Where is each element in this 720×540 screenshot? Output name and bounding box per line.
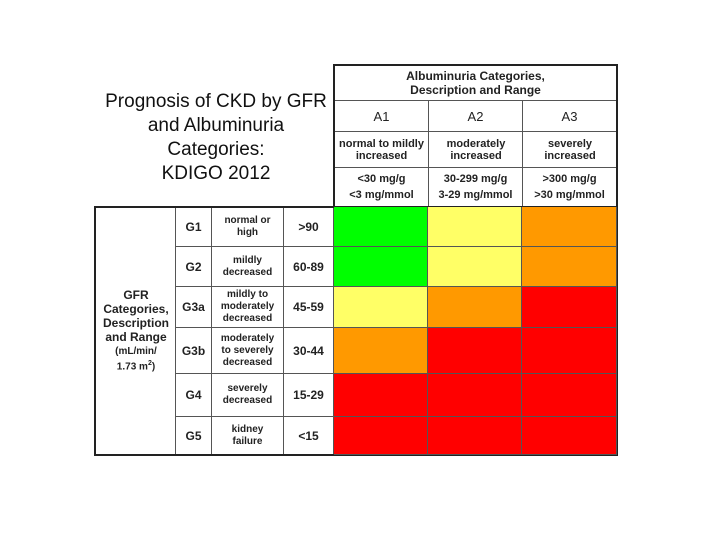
gfr-range-g3b: 30-44 bbox=[293, 343, 324, 358]
gfr-desc-g4-line-2: decreased bbox=[222, 395, 273, 406]
albuminuria-desc-a1: normal to mildly increased bbox=[339, 137, 424, 162]
risk-cell-g4-a3 bbox=[522, 374, 617, 417]
gfr-desc-g3b-line-2: to severely bbox=[221, 344, 274, 356]
gfr-header-line-3: Description bbox=[102, 316, 169, 331]
albuminuria-desc-a3: severely increased bbox=[544, 137, 596, 162]
albuminuria-range-a2: 30-299 mg/g 3-29 mg/mmol bbox=[429, 168, 522, 206]
albuminuria-range-a3: >300 mg/g >30 mg/mmol bbox=[523, 168, 616, 206]
gfr-range-g2: 60-89 bbox=[293, 259, 324, 274]
risk-cell-g1-a2 bbox=[428, 207, 522, 247]
gfr-code-g4: G4 bbox=[185, 388, 202, 402]
risk-cell-g3a-a2 bbox=[428, 287, 522, 328]
gfr-desc-g3a-line-3: decreased bbox=[222, 313, 273, 324]
gfr-range-g1: >90 bbox=[298, 220, 319, 234]
risk-cell-g2-a1 bbox=[334, 247, 428, 287]
gfr-units-value: 1.73 m bbox=[116, 361, 148, 373]
albuminuria-range-a2-line-1: 30-299 mg/g bbox=[443, 173, 508, 185]
gfr-range-g3a: 45-59 bbox=[293, 300, 324, 314]
gfr-units-line-1: (mL/min/ bbox=[115, 346, 157, 358]
risk-cell-g3a-a3 bbox=[522, 287, 617, 328]
gfr-desc-g3a-line-1: mildly to bbox=[226, 289, 269, 300]
gfr-desc-g2: mildly decreased bbox=[212, 247, 283, 286]
risk-cell-g3b-a3 bbox=[522, 328, 617, 374]
title-line-2: and Albuminuria bbox=[147, 115, 285, 136]
gfr-desc-g3b: moderately to severely decreased bbox=[212, 328, 283, 373]
gfr-desc-g4-line-1: severely bbox=[227, 383, 268, 394]
gfr-desc-g3b-line-1: moderately bbox=[220, 332, 275, 344]
gfr-desc-g5-line-1: kidney bbox=[231, 423, 264, 435]
gfr-header: GFR Categories, Description and Range (m… bbox=[96, 208, 176, 454]
gfr-code-g3b: G3b bbox=[181, 343, 206, 358]
albuminuria-range-a1-line-2: <3 mg/mmol bbox=[349, 189, 414, 201]
albuminuria-range-a1: <30 mg/g <3 mg/mmol bbox=[335, 168, 428, 206]
risk-cell-g1-a3 bbox=[522, 207, 617, 247]
albuminuria-range-a3-line-2: >30 mg/mmol bbox=[534, 189, 605, 201]
gfr-desc-g5-line-2: failure bbox=[232, 435, 263, 447]
gfr-header-line-4: and Range bbox=[105, 330, 167, 345]
gfr-desc-g1-line-1: normal or bbox=[224, 215, 271, 226]
gfr-desc-g1: normal or high bbox=[212, 208, 283, 246]
albuminuria-header-title: Albuminuria Categories, Description and … bbox=[335, 66, 616, 100]
albuminuria-header-line-2: Description and Range bbox=[410, 83, 541, 97]
page-title: Prognosis of CKD by GFR and Albuminuria … bbox=[96, 90, 336, 186]
gfr-desc-g5: kidney failure bbox=[212, 417, 283, 454]
title-line-3: Categories: bbox=[167, 139, 265, 160]
gfr-units: (mL/min/ 1.73 m2) bbox=[115, 346, 157, 373]
gfr-desc-g3a-line-2: moderately bbox=[220, 301, 275, 312]
albuminuria-range-a1-line-1: <30 mg/g bbox=[357, 173, 406, 185]
gfr-code-g3a: G3a bbox=[182, 300, 205, 314]
albuminuria-code-a2: A2 bbox=[467, 108, 484, 124]
risk-cell-g4-a2 bbox=[428, 374, 522, 417]
albuminuria-header-line-1: Albuminuria Categories, bbox=[406, 69, 545, 83]
risk-cell-g4-a1 bbox=[334, 374, 428, 417]
risk-cell-g3b-a2 bbox=[428, 328, 522, 374]
gfr-range-g4: 15-29 bbox=[293, 388, 324, 402]
albuminuria-range-a3-line-1: >300 mg/g bbox=[542, 173, 597, 185]
gfr-header-line-2: Categories, bbox=[103, 302, 169, 317]
risk-cell-g3b-a1 bbox=[334, 328, 428, 374]
gfr-desc-g4: severely decreased bbox=[212, 374, 283, 416]
gfr-units-close: ) bbox=[151, 361, 156, 373]
gfr-desc-g2-line-2: decreased bbox=[222, 266, 273, 278]
risk-cell-g5-a2 bbox=[428, 417, 522, 455]
risk-cell-g5-a1 bbox=[334, 417, 428, 455]
risk-cell-g1-a1 bbox=[334, 207, 428, 247]
gfr-desc-g3b-line-3: decreased bbox=[222, 356, 273, 368]
albuminuria-range-a2-line-2: 3-29 mg/mmol bbox=[438, 189, 513, 201]
gfr-header-line-1: GFR bbox=[123, 288, 149, 303]
albuminuria-code-a1: A1 bbox=[373, 108, 390, 124]
gfr-desc-g3a: mildly to moderately decreased bbox=[212, 287, 283, 327]
gfr-code-g1: G1 bbox=[185, 220, 202, 234]
gfr-code-g5: G5 bbox=[185, 428, 202, 443]
gfr-code-g2: G2 bbox=[185, 259, 202, 274]
title-line-4: KDIGO 2012 bbox=[161, 163, 271, 184]
gfr-units-superscript: 2 bbox=[147, 360, 152, 368]
gfr-desc-g2-line-1: mildly bbox=[233, 254, 262, 266]
risk-heat-grid bbox=[334, 207, 617, 455]
gfr-units-line-2: 1.73 m2) bbox=[115, 358, 157, 373]
gfr-desc-g1-line-2: high bbox=[236, 227, 259, 238]
risk-cell-g2-a2 bbox=[428, 247, 522, 287]
gfr-range-g5: <15 bbox=[298, 428, 319, 443]
risk-cell-g3a-a1 bbox=[334, 287, 428, 328]
albuminuria-code-a3: A3 bbox=[561, 108, 578, 124]
risk-cell-g5-a3 bbox=[522, 417, 617, 455]
albuminuria-desc-a2: moderately increased bbox=[446, 137, 506, 162]
title-line-1: Prognosis of CKD by GFR bbox=[105, 91, 327, 112]
risk-cell-g2-a3 bbox=[522, 247, 617, 287]
